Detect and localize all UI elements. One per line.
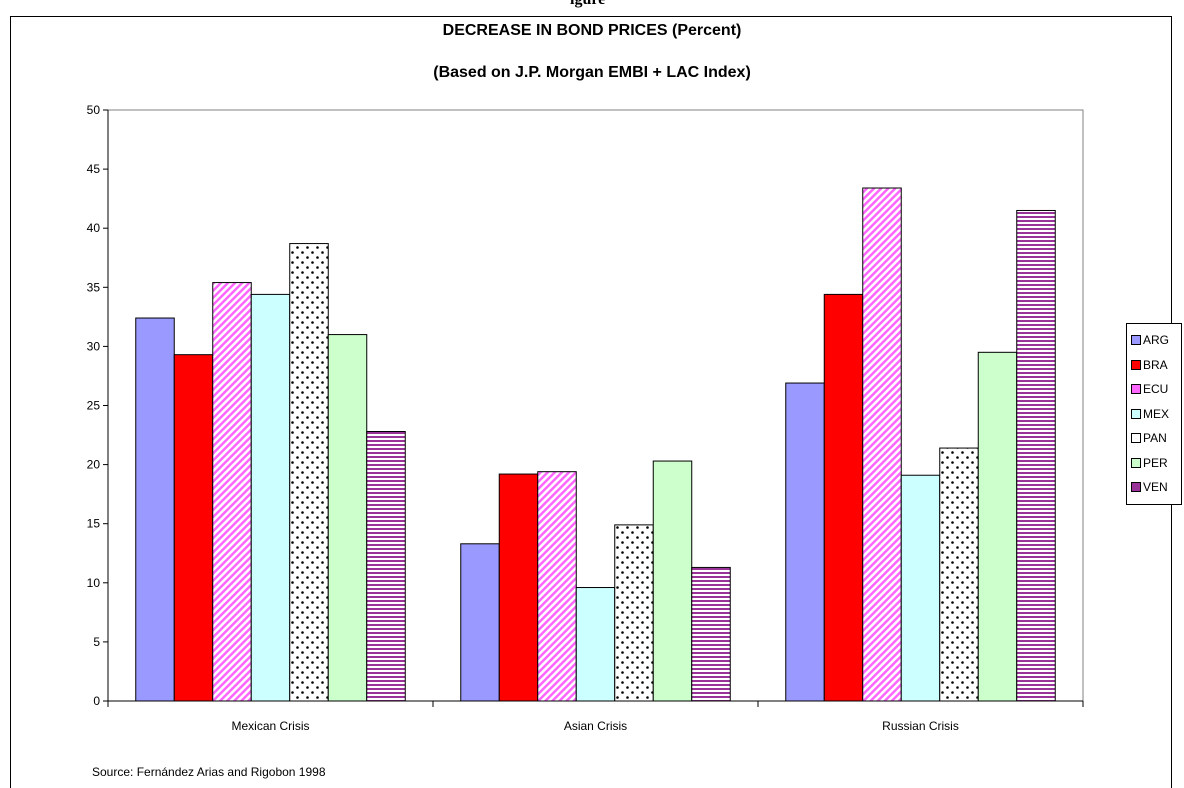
legend-item-pan: PAN [1131,428,1167,448]
legend-item-bra: BRA [1131,355,1168,375]
chart-title: DECREASE IN BOND PRICES (Percent) [442,22,742,39]
legend-swatch [1131,384,1141,394]
y-tick-label: 45 [87,162,101,176]
bar-arg [135,317,175,702]
plot-area: 0 5 10 15 20 25 30 35 40 45 50 Mexican Crisis Asian … [87,103,1084,733]
source-note: Source: Fernández Arias and Rigobon 1998 [92,765,326,779]
legend-item-arg: ARG [1131,330,1169,350]
bar-mex [575,587,616,702]
bar-per [977,351,1018,702]
y-tick-label: 5 [93,635,100,649]
bar-ven [691,566,731,702]
legend-swatch [1131,457,1141,468]
y-tick-label: 25 [87,399,101,413]
y-tick-label: 10 [87,576,101,590]
legend-swatch [1131,359,1141,370]
bar-bra [173,354,214,702]
legend-label: MEX [1143,406,1170,421]
legend-label: PER [1143,455,1168,470]
bar-mex [900,474,941,702]
legend-item-mex: MEX [1131,404,1169,424]
legend-item-ven: VEN [1131,477,1168,497]
legend: ARG BRA ECU MEX PAN PER VEN [1126,323,1182,505]
bar-pan [614,524,654,702]
y-tick-label: 15 [87,517,101,531]
bar-pan [289,243,329,702]
legend-label: ECU [1143,382,1169,396]
legend-item-per: PER [1131,453,1168,473]
legend-label: ARG [1143,333,1170,347]
bar-per [652,460,693,702]
bar-ecu [862,187,902,702]
legend-swatch [1131,482,1141,492]
bar-ecu [212,282,252,702]
bar-ecu [537,471,577,702]
legend-label: PAN [1143,431,1167,445]
legend-swatch [1131,433,1141,443]
bar-arg [460,543,500,702]
bar-ven [1016,209,1056,702]
bar-ven [366,431,406,702]
x-category-label: Russian Crisis [882,719,959,733]
y-tick-label: 50 [87,103,101,117]
x-category-label: Mexican Crisis [231,719,309,733]
legend-label: BRA [1143,357,1168,372]
chart-subtitle: (Based on J.P. Morgan EMBI + LAC Index) [433,64,751,81]
y-tick-label: 30 [87,339,101,353]
y-tick-label: 0 [93,694,100,708]
y-tick-label: 20 [87,458,101,472]
bar-bra [498,473,539,702]
legend-label: VEN [1143,480,1168,494]
y-tick-label: 35 [87,280,101,294]
y-tick-label: 40 [87,221,101,235]
cropped-figure-label: igure [570,0,710,10]
legend-swatch [1131,335,1141,345]
legend-swatch [1131,408,1141,419]
cropped-figure-text: igure [570,0,605,9]
bar-pan [939,447,979,702]
bar-mex [250,293,291,702]
bar-bra [823,293,864,702]
legend-item-ecu: ECU [1131,379,1168,399]
bar-per [327,334,368,702]
bar-arg [785,382,825,702]
x-category-label: Asian Crisis [564,719,627,733]
